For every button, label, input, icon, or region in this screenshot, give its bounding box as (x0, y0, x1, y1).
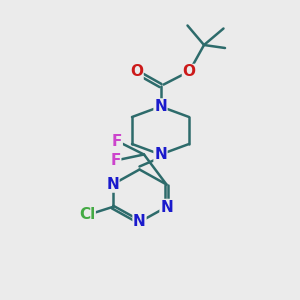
Text: F: F (112, 134, 122, 148)
Text: O: O (130, 64, 143, 80)
Text: N: N (106, 177, 119, 192)
Text: N: N (154, 99, 167, 114)
Text: N: N (133, 214, 146, 230)
Text: N: N (160, 200, 173, 214)
Text: Cl: Cl (79, 207, 95, 222)
Text: F: F (110, 153, 121, 168)
Text: O: O (182, 64, 196, 80)
Text: N: N (154, 147, 167, 162)
